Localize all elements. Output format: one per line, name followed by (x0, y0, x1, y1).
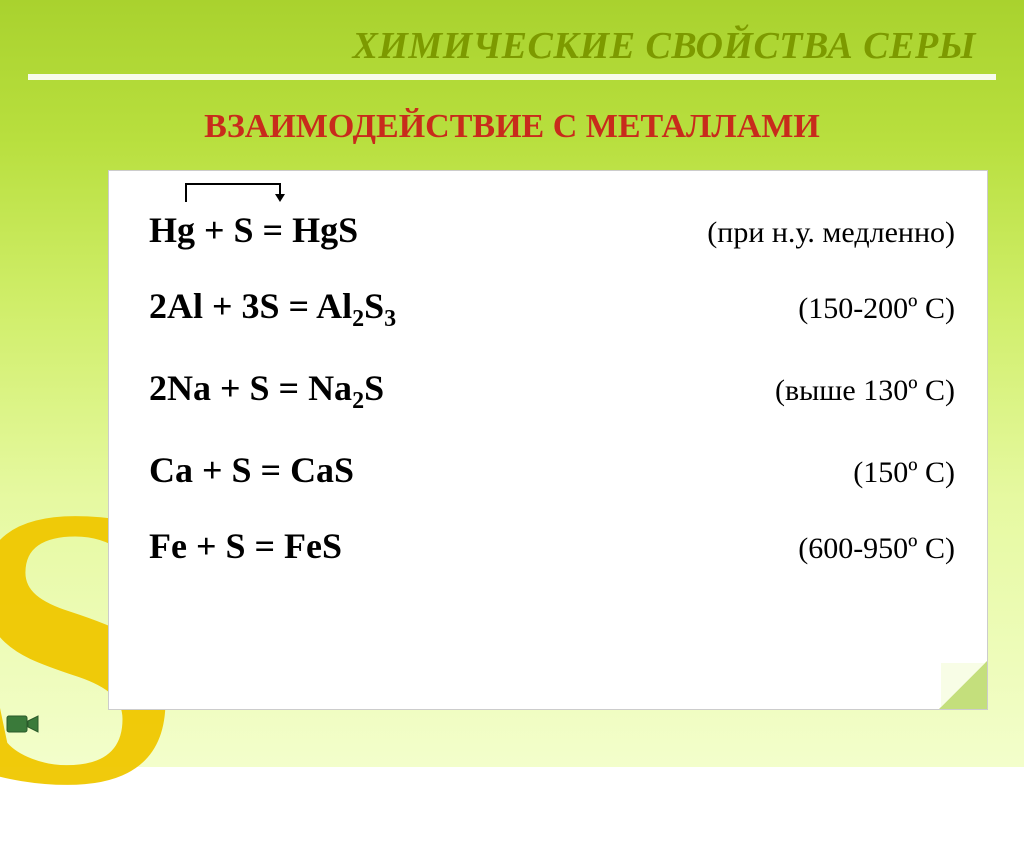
eq-lhs: 2Na + S (149, 368, 270, 408)
condition-text: (выше 130º С) (775, 374, 955, 408)
eq-lhs: 2Al + 3S (149, 286, 280, 326)
equation-row: Fe + S = FeS (600-950º С) (149, 525, 955, 567)
page-curl-icon (939, 661, 987, 709)
eq-rhs: FeS (284, 526, 342, 566)
equation-text: 2Na + S = Na2S (149, 367, 384, 415)
condition-text: (при н.у. медленно) (707, 216, 955, 250)
equation-text: Ca + S = CaS (149, 449, 354, 491)
eq-rhs: Al2S3 (316, 286, 396, 326)
equation-text: Fe + S = FeS (149, 525, 342, 567)
equation-row: 2Al + 3S = Al2S3 (150-200º С) (149, 285, 955, 333)
equations-box: Hg + S = HgS (при н.у. медленно) 2Al + 3… (108, 170, 988, 710)
eq-rhs: HgS (292, 210, 358, 250)
title-underline (28, 74, 996, 80)
condition-text: (600-950º С) (798, 532, 955, 566)
equation-text: Hg + S = HgS (149, 209, 358, 251)
slide: S ХИМИЧЕСКИЕ СВОЙСТВА СЕРЫ ВЗАИМОДЕЙСТВИ… (0, 0, 1024, 767)
equation-text: 2Al + 3S = Al2S3 (149, 285, 396, 333)
page-title: ХИМИЧЕСКИЕ СВОЙСТВА СЕРЫ (28, 24, 996, 68)
eq-lhs: Hg + S (149, 210, 254, 250)
eq-lhs: Ca + S (149, 450, 252, 490)
condition-text: (150-200º С) (798, 292, 955, 326)
electron-arrow (180, 172, 310, 212)
equation-row: 2Na + S = Na2S (выше 130º С) (149, 367, 955, 415)
camera-icon[interactable] (6, 711, 40, 737)
condition-text: (150º С) (853, 456, 955, 490)
equation-row: Ca + S = CaS (150º С) (149, 449, 955, 491)
section-subtitle: ВЗАИМОДЕЙСТВИЕ С МЕТАЛЛАМИ (28, 108, 996, 146)
eq-rhs: CaS (290, 450, 354, 490)
eq-rhs: Na2S (308, 368, 384, 408)
equation-row: Hg + S = HgS (при н.у. медленно) (149, 209, 955, 251)
eq-lhs: Fe + S (149, 526, 246, 566)
